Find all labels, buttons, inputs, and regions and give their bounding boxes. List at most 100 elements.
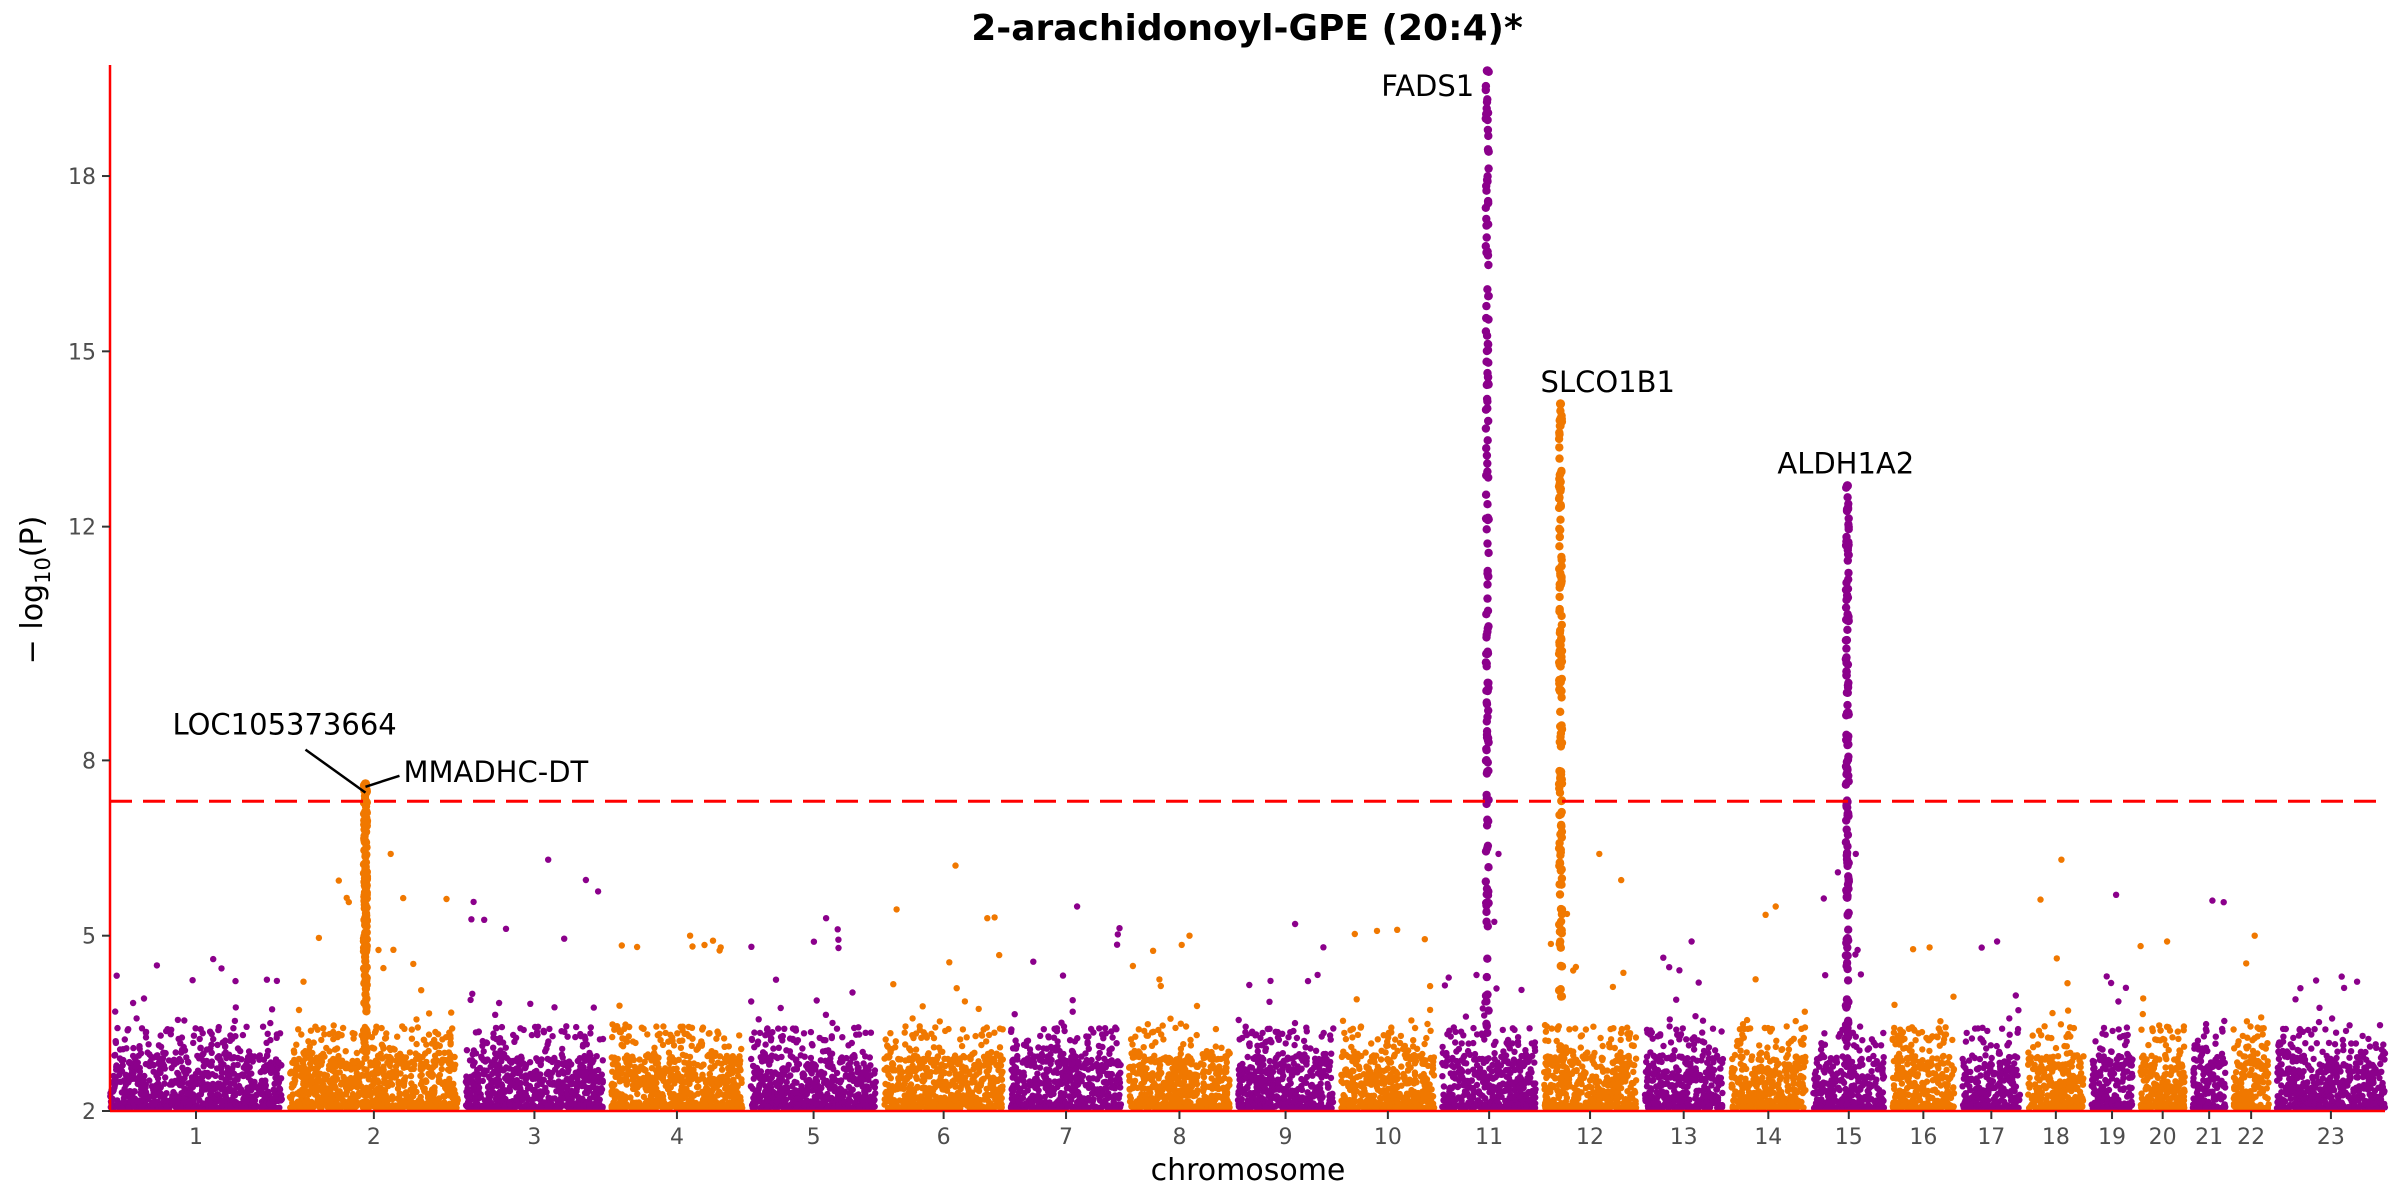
data-point xyxy=(773,1098,780,1105)
data-point xyxy=(686,932,694,939)
data-point xyxy=(170,1088,177,1096)
data-point xyxy=(679,1077,686,1084)
data-point xyxy=(772,976,780,983)
data-point xyxy=(540,1027,547,1035)
data-point xyxy=(331,1077,339,1085)
data-point xyxy=(648,1057,655,1064)
data-point xyxy=(666,1090,674,1097)
data-point xyxy=(1012,1037,1019,1044)
data-point xyxy=(701,941,708,949)
data-point xyxy=(619,1093,626,1100)
data-point xyxy=(819,1095,827,1103)
data-point xyxy=(910,1052,918,1060)
data-point xyxy=(916,1026,924,1034)
data-point xyxy=(200,1057,207,1065)
data-point xyxy=(810,938,818,945)
data-point xyxy=(942,1027,949,1035)
data-point xyxy=(483,1039,490,1046)
data-point xyxy=(1073,1077,1080,1084)
chromosome-2-points xyxy=(286,850,461,1112)
data-point xyxy=(719,1073,727,1081)
data-point xyxy=(351,1030,358,1038)
data-point xyxy=(956,1058,963,1066)
data-point xyxy=(717,944,724,951)
data-point xyxy=(125,1104,132,1112)
data-point xyxy=(190,1032,198,1039)
data-point xyxy=(131,1088,138,1095)
data-point xyxy=(231,1017,239,1025)
data-point xyxy=(835,944,842,952)
data-point xyxy=(559,1045,566,1053)
data-point xyxy=(298,1073,305,1081)
data-point xyxy=(273,977,281,985)
data-point xyxy=(865,1076,872,1084)
data-point xyxy=(704,1089,711,1097)
data-point xyxy=(1102,1030,1110,1037)
data-point xyxy=(307,1055,314,1062)
data-point xyxy=(467,1073,474,1081)
data-point xyxy=(996,951,1003,959)
data-point xyxy=(673,1095,680,1102)
data-point xyxy=(1027,1082,1034,1089)
data-point xyxy=(853,1031,860,1038)
data-point xyxy=(958,1042,966,1050)
data-point xyxy=(1068,1053,1075,1061)
data-point xyxy=(890,1097,898,1104)
data-point xyxy=(1114,931,1122,938)
chromosome-8-points xyxy=(1126,932,1233,1112)
data-point xyxy=(1127,1036,1135,1043)
data-point xyxy=(181,1017,188,1024)
data-point xyxy=(682,1052,689,1060)
data-point xyxy=(394,1033,401,1040)
data-point xyxy=(801,1053,808,1060)
data-point xyxy=(919,1003,926,1010)
data-point xyxy=(389,1095,396,1103)
data-point xyxy=(647,1092,655,1100)
data-point xyxy=(121,1036,128,1043)
data-point xyxy=(434,1031,442,1038)
data-point xyxy=(1020,1101,1027,1108)
data-point xyxy=(800,1030,808,1037)
data-point xyxy=(423,1100,431,1107)
data-point xyxy=(477,1094,484,1101)
data-point xyxy=(566,1062,573,1069)
data-point xyxy=(418,987,425,994)
data-point xyxy=(671,1102,678,1110)
data-point xyxy=(907,1081,915,1088)
data-point xyxy=(787,1093,794,1100)
data-point xyxy=(976,1066,983,1073)
data-point xyxy=(896,1097,903,1104)
data-point xyxy=(454,1095,461,1102)
data-point xyxy=(1079,1072,1087,1080)
data-point xyxy=(208,1062,215,1069)
data-point xyxy=(414,1024,421,1031)
data-point xyxy=(902,1100,909,1107)
data-point xyxy=(951,1077,958,1084)
data-point xyxy=(136,1097,143,1104)
data-point xyxy=(189,1074,197,1081)
data-point xyxy=(181,1099,188,1106)
data-point xyxy=(828,1050,836,1057)
data-point xyxy=(1045,1088,1052,1096)
data-point xyxy=(1056,1096,1064,1104)
data-point xyxy=(215,1026,222,1034)
data-point xyxy=(343,1060,350,1067)
data-point xyxy=(169,1098,177,1105)
data-point xyxy=(991,1029,998,1036)
data-point xyxy=(209,1071,216,1078)
data-point xyxy=(833,1069,841,1077)
data-point xyxy=(218,1102,226,1109)
data-point xyxy=(123,1090,130,1097)
data-point xyxy=(519,1096,526,1104)
data-point xyxy=(202,1069,209,1077)
data-point xyxy=(969,1076,976,1083)
data-point xyxy=(185,1059,192,1066)
data-point xyxy=(799,1045,806,1052)
data-point xyxy=(259,1023,267,1030)
data-point xyxy=(1034,1082,1041,1089)
data-point xyxy=(1078,1053,1085,1060)
data-point xyxy=(338,1079,346,1086)
data-point xyxy=(493,1035,500,1043)
data-point xyxy=(862,1064,869,1071)
data-point xyxy=(859,1082,866,1090)
